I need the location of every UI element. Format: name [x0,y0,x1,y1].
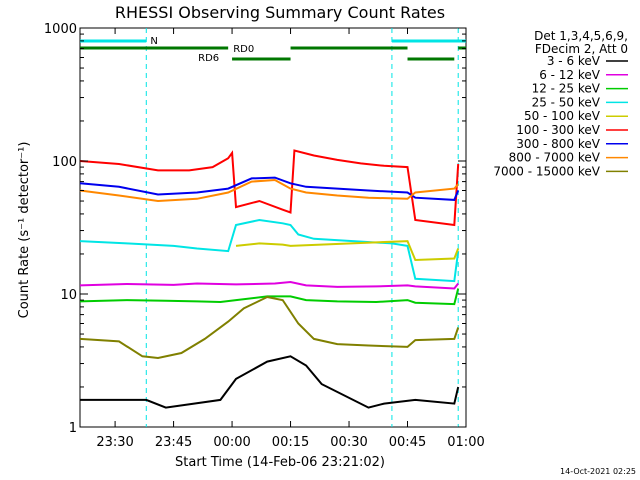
series-line-5 [79,149,460,227]
y-axis-ticks: 1000 100 10 1 [44,22,466,436]
x-tick-label: 01:00 [447,435,484,450]
series-line-4 [235,240,460,262]
legend-label: 6 - 12 keV [539,68,601,82]
annotation-label: N [150,36,157,47]
legend-label: 7000 - 15000 keV [493,164,600,178]
x-tick-label: 23:45 [155,435,192,450]
legend-label: 50 - 100 keV [524,109,601,123]
chart-title: RHESSI Observing Summary Count Rates [115,3,445,22]
y-tick-label: 1000 [44,22,77,37]
series-line-1 [79,280,459,290]
legend-label: 25 - 50 keV [532,95,601,109]
x-tick-label: 00:45 [389,435,426,450]
annotation-label: RD6 [198,53,219,64]
legend-label: 3 - 6 keV [547,54,601,68]
plot-frame [79,27,467,428]
series-line-0 [80,355,460,409]
y-tick-label: 10 [60,288,77,303]
y-tick-label: 100 [52,155,77,170]
x-tick-label: 00:00 [213,435,250,450]
legend-label: 300 - 800 keV [516,137,600,151]
legend-label: 100 - 300 keV [516,123,600,137]
series-line-6 [79,176,460,201]
legend-label: 800 - 7000 keV [509,151,601,165]
legend: Det 1,3,4,5,6,9,FDecim 2, Att 03 - 6 keV… [493,29,628,178]
x-tick-label: 00:15 [272,435,309,450]
series-group [79,149,460,409]
legend-header: FDecim 2, Att 0 [535,42,628,56]
series-line-2 [79,288,460,306]
y-axis-label: Count Rate (s⁻¹ detector⁻¹) [17,142,32,319]
series-line-3 [79,218,460,283]
series-line-8 [79,295,460,360]
x-tick-label: 23:30 [96,435,133,450]
legend-header: Det 1,3,4,5,6,9, [534,29,628,43]
annotation-label: RD0 [233,44,254,55]
marker-lines [145,28,459,427]
timestamp: 14-Oct-2021 02:25 [560,467,636,476]
legend-label: 12 - 25 keV [532,82,601,96]
x-axis-ticks: 23:30 23:45 00:00 00:15 00:30 00:45 01:00 [96,28,485,450]
x-axis-label: Start Time (14-Feb-06 23:21:02) [175,455,385,470]
x-tick-label: 00:30 [330,435,367,450]
state-bars: N RD0 RD6 [80,36,466,64]
y-tick-label: 1 [69,421,77,436]
series-line-7 [79,178,459,203]
